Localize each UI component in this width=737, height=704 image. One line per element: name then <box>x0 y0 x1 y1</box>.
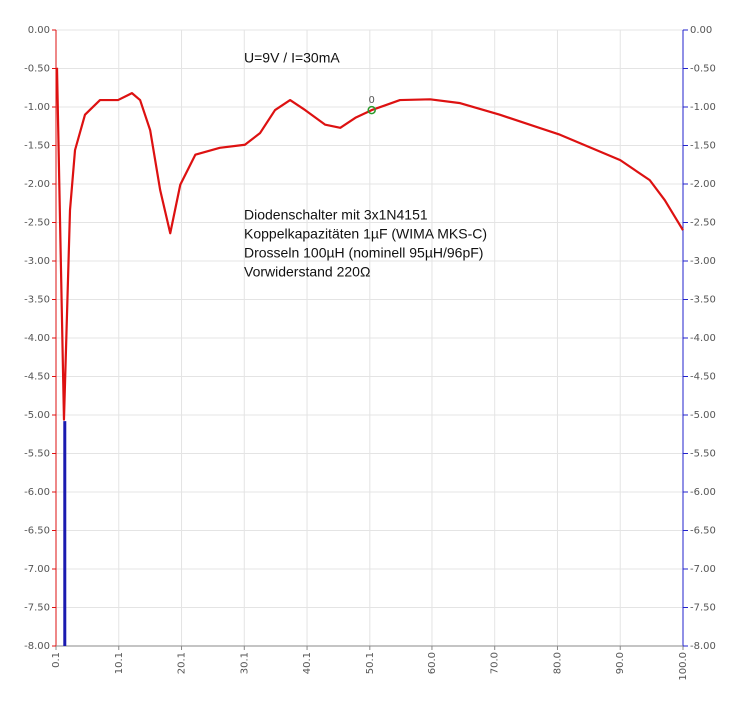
y-tick-label: -5.50 <box>24 449 50 460</box>
y2-tick-label: -1.50 <box>690 141 716 152</box>
y2-tick-label: -4.00 <box>690 333 716 344</box>
y-tick-label: 0.00 <box>28 25 50 36</box>
y-tick-label: -2.00 <box>24 179 50 190</box>
y-tick-label: -4.50 <box>24 372 50 383</box>
y-tick-label: -0.50 <box>24 64 50 75</box>
x-tick-label: 0.1 <box>51 652 62 668</box>
x-tick-label: 100.0 <box>678 652 689 681</box>
x-tick-label: 40.1 <box>302 652 313 674</box>
y-tick-label: -7.50 <box>24 603 50 614</box>
y-tick-label: -5.00 <box>24 410 50 421</box>
y2-tick-label: -0.50 <box>690 64 716 75</box>
y2-tick-label: -5.00 <box>690 410 716 421</box>
y-tick-label: -8.00 <box>24 641 50 652</box>
y2-tick-label: 0.00 <box>690 25 712 36</box>
annotation: Vorwiderstand 220Ω <box>244 264 370 280</box>
x-tick-label: 30.1 <box>239 652 250 674</box>
y2-tick-label: -3.50 <box>690 295 716 306</box>
y-tick-label: -4.00 <box>24 333 50 344</box>
x-tick-label: 20.1 <box>177 652 188 674</box>
y-tick-label: -6.50 <box>24 526 50 537</box>
y-tick-label: -6.00 <box>24 487 50 498</box>
x-tick-label: 80.0 <box>552 652 563 674</box>
marker-label: 0 <box>369 95 375 106</box>
y2-tick-label: -6.50 <box>690 526 716 537</box>
marker-point <box>367 105 376 115</box>
y-tick-label: -3.00 <box>24 256 50 267</box>
annotation: Diodenschalter mit 3x1N4151 <box>244 207 428 223</box>
y2-tick-label: -6.00 <box>690 487 716 498</box>
y-tick-label: -1.00 <box>24 102 50 113</box>
y2-tick-label: -1.00 <box>690 102 716 113</box>
x-tick-label: 60.0 <box>427 652 438 674</box>
y-tick-label: -7.00 <box>24 564 50 575</box>
y2-tick-label: -5.50 <box>690 449 716 460</box>
annotation: U=9V / I=30mA <box>244 50 340 66</box>
x-tick-label: 10.1 <box>114 652 125 674</box>
y2-tick-label: -8.00 <box>690 641 716 652</box>
data-line <box>55 67 684 421</box>
x-tick-label: 90.0 <box>615 652 626 674</box>
y2-tick-label: -2.50 <box>690 218 716 229</box>
annotation: Koppelkapazitäten 1µF (WIMA MKS-C) <box>244 226 487 242</box>
y2-tick-label: -4.50 <box>690 372 716 383</box>
y2-tick-label: -7.00 <box>690 564 716 575</box>
y-tick-label: -2.50 <box>24 218 50 229</box>
annotation: Drosseln 100µH (nominell 95µH/96pF) <box>244 245 483 261</box>
y2-tick-label: -2.00 <box>690 179 716 190</box>
y2-tick-label: -7.50 <box>690 603 716 614</box>
x-tick-label: 70.0 <box>490 652 501 674</box>
y-tick-label: -3.50 <box>24 295 50 306</box>
x-tick-label: 50.1 <box>365 652 376 674</box>
y-tick-label: -1.50 <box>24 141 50 152</box>
y2-tick-label: -3.00 <box>690 256 716 267</box>
